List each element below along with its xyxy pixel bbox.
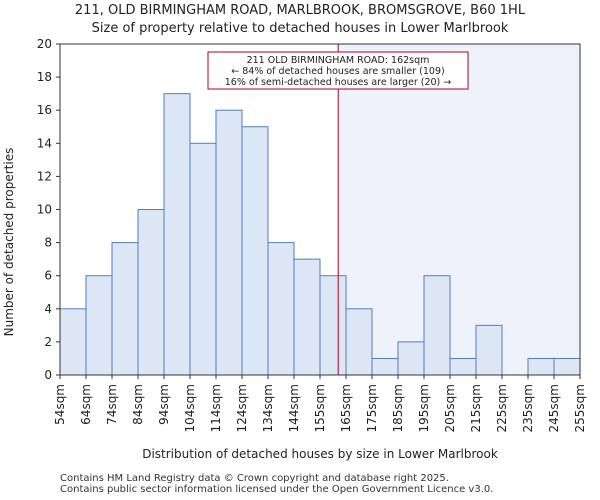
y-tick-label: 8 bbox=[44, 236, 52, 250]
histogram-bar bbox=[449, 357, 477, 376]
histogram-bar bbox=[267, 242, 295, 376]
y-tick-label: 0 bbox=[44, 368, 52, 382]
x-tick-label: 165sqm bbox=[339, 384, 353, 432]
x-tick-label: 235sqm bbox=[521, 384, 535, 432]
chart-subtitle: Size of property relative to detached ho… bbox=[91, 21, 509, 36]
footer-line-1: Contains HM Land Registry data © Crown c… bbox=[60, 473, 449, 484]
footer-line-2: Contains public sector information licen… bbox=[60, 484, 494, 495]
x-tick-label: 114sqm bbox=[209, 384, 223, 432]
x-tick-label: 225sqm bbox=[495, 384, 509, 432]
chart-title-block: 211, OLD BIRMINGHAM ROAD, MARLBROOK, BRO… bbox=[0, 2, 600, 38]
histogram-bar bbox=[111, 242, 139, 376]
x-tick-label: 84sqm bbox=[131, 384, 145, 425]
x-axis-label: Distribution of detached houses by size … bbox=[142, 447, 498, 461]
annotation-box bbox=[207, 51, 469, 90]
x-tick-label: 74sqm bbox=[105, 384, 119, 425]
x-tick-label: 94sqm bbox=[157, 384, 171, 425]
histogram-bar bbox=[527, 357, 555, 376]
histogram-bar bbox=[371, 357, 399, 376]
larger-region-shade bbox=[338, 44, 580, 375]
x-tick-label: 134sqm bbox=[261, 384, 275, 432]
x-tick-label: 205sqm bbox=[443, 384, 457, 432]
y-axis-label: Number of detached properties bbox=[2, 148, 16, 337]
histogram-bar bbox=[137, 209, 165, 376]
x-tick-label: 215sqm bbox=[469, 384, 483, 432]
x-tick-label: 245sqm bbox=[547, 384, 561, 432]
histogram-bar bbox=[293, 258, 321, 376]
histogram-bar bbox=[475, 324, 503, 376]
y-tick-label: 18 bbox=[37, 70, 52, 84]
y-tick-label: 2 bbox=[44, 335, 52, 349]
histogram-bar bbox=[397, 341, 425, 376]
annotation-line: 211 OLD BIRMINGHAM ROAD: 162sqm bbox=[247, 55, 430, 66]
y-tick-label: 6 bbox=[44, 269, 52, 283]
y-tick-label: 12 bbox=[37, 169, 52, 183]
x-tick-label: 124sqm bbox=[235, 384, 249, 432]
y-tick-label: 20 bbox=[37, 37, 52, 51]
y-tick-label: 10 bbox=[37, 203, 52, 217]
x-tick-label: 104sqm bbox=[183, 384, 197, 432]
annotation-line: ← 84% of detached houses are smaller (10… bbox=[231, 66, 444, 77]
histogram-bar bbox=[59, 308, 87, 376]
histogram-bar bbox=[423, 275, 451, 376]
x-tick-label: 54sqm bbox=[53, 384, 67, 425]
x-tick-label: 195sqm bbox=[417, 384, 431, 432]
x-tick-label: 155sqm bbox=[313, 384, 327, 432]
histogram-bar bbox=[241, 126, 269, 376]
annotation-line: 16% of semi-detached houses are larger (… bbox=[225, 77, 452, 88]
y-tick-label: 4 bbox=[44, 302, 52, 316]
histogram-bar bbox=[345, 308, 373, 376]
x-tick-label: 64sqm bbox=[79, 384, 93, 425]
histogram-bar bbox=[163, 93, 191, 376]
y-tick-label: 16 bbox=[37, 103, 52, 117]
histogram-bar bbox=[189, 142, 217, 376]
x-tick-label: 144sqm bbox=[287, 384, 301, 432]
y-tick-label: 14 bbox=[37, 136, 52, 150]
histogram-bar bbox=[553, 357, 581, 376]
histogram-bar bbox=[319, 275, 347, 376]
x-tick-label: 185sqm bbox=[391, 384, 405, 432]
chart-title: 211, OLD BIRMINGHAM ROAD, MARLBROOK, BRO… bbox=[74, 3, 526, 18]
histogram-bar bbox=[215, 109, 243, 376]
histogram-bar bbox=[85, 275, 113, 376]
x-tick-label: 255sqm bbox=[573, 384, 587, 432]
footer: Contains HM Land Registry data © Crown c… bbox=[60, 473, 493, 495]
x-tick-label: 175sqm bbox=[365, 384, 379, 432]
